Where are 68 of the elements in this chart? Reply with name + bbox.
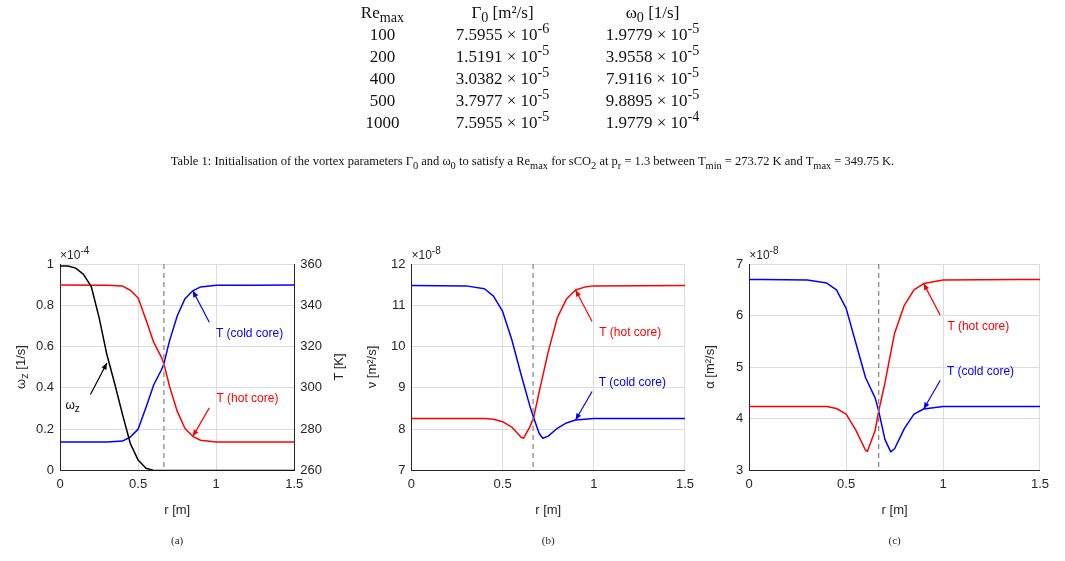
text: (a) [171, 534, 184, 546]
text: 500 [368, 90, 397, 112]
text: 3.7977 × 10$^{-5}$ [454, 86, 551, 111]
x-tick-label: 1 [212, 475, 220, 491]
text: 400 [368, 68, 397, 90]
y2-tick-label: 300 [300, 379, 323, 395]
y2-tick-label: 320 [300, 338, 323, 354]
y-tick-label: 8 [398, 420, 406, 436]
annotation: T (cold core) [216, 325, 284, 340]
annotation: T (cold core) [598, 375, 666, 390]
y2-tick-label: 260 [300, 461, 323, 477]
text: (b) [541, 534, 555, 546]
x-tick-label: 1.5 [675, 475, 694, 491]
text: ×10$^{-8}$ [749, 245, 779, 262]
annotation: T (hot core) [947, 318, 1010, 333]
text: Γ$_{0}$ [m²/s] [471, 3, 534, 26]
y-tick-label: 4 [736, 410, 744, 426]
x-axis-title: r [m] [535, 502, 562, 517]
y2-tick-label: 360 [300, 255, 323, 271]
x-tick-label: 0.5 [129, 475, 148, 491]
x-tick-label: 0.5 [837, 475, 856, 491]
text: (c) [888, 534, 901, 546]
y-tick-label: 12 [390, 255, 406, 271]
text: 9.8895 × 10$^{-5}$ [604, 86, 701, 111]
text: 200 [368, 46, 397, 68]
x-tick-label: 1.5 [1030, 475, 1049, 491]
text: 7.9116 × 10$^{-5}$ [605, 64, 699, 88]
y-tick-label: 11 [391, 296, 406, 312]
text: 100 [368, 24, 397, 46]
y-tick-label: 6 [736, 307, 744, 323]
x-tick-label: 1 [590, 475, 598, 491]
text: 7.5955 × 10$^{-5}$ [454, 108, 551, 134]
y-tick-label: 7 [398, 461, 406, 477]
text: 3.0382 × 10$^{-5}$ [454, 64, 551, 89]
y-tick-label: 7 [736, 255, 744, 271]
text: Table 1: Initialisation of the vortex parameters Γ$_{0}$ and ω$_{0}$ to satisfy a Re$_{max}$ for sCO$_{2}$ at p$_{r}$ = 1.3 between T$_{min}$ = 273.72 K and T$_{max}$ = 349.75 K. [170, 154, 895, 171]
y2-tick-label: 340 [300, 296, 323, 312]
text: ×10$^{-4}$ [60, 245, 90, 262]
x-axis-title: r [m] [164, 502, 191, 517]
y2-axis-title: T [K] [330, 353, 346, 381]
annotation: T (cold core) [946, 363, 1015, 378]
text: 1.5191 × 10$^{-5}$ [454, 42, 551, 67]
y-tick-label: 9 [398, 379, 406, 395]
y-tick-label: 5 [736, 358, 744, 374]
annotation: T (hot core) [599, 325, 662, 339]
y-tick-label: 0 [46, 461, 55, 477]
y-tick-label: 0.6 [35, 338, 55, 354]
y-tick-label: 10 [390, 338, 406, 354]
text: Re$_{max}$ [359, 2, 406, 26]
x-tick-label: 0.5 [493, 475, 512, 491]
x-tick-label: 1 [939, 475, 947, 491]
text: 1.9779 × 10$^{-4}$ [604, 108, 701, 134]
y-tick-label: 3 [736, 461, 744, 477]
annotation: T (hot core) [216, 391, 279, 406]
annotation: ω$_{z}$ [65, 398, 80, 415]
y-tick-label: 1 [46, 255, 55, 271]
y-tick-label: 0.4 [35, 379, 55, 395]
x-axis-title: r [m] [881, 502, 908, 517]
text: 3.9558 × 10$^{-5}$ [604, 42, 701, 67]
x-tick-label: 1.5 [285, 475, 304, 491]
text: ω$_{0}$ [1/s] [625, 3, 680, 26]
text: ×10$^{-8}$ [411, 245, 441, 262]
text: 1000 [364, 112, 401, 134]
y-axis-title: ν [m²/s] [363, 345, 379, 389]
y-axis-title: α [m²/s] [701, 345, 717, 389]
y-tick-label: 0.2 [35, 420, 55, 436]
y-tick-label: 0.8 [35, 296, 55, 312]
y2-tick-label: 280 [300, 420, 323, 436]
